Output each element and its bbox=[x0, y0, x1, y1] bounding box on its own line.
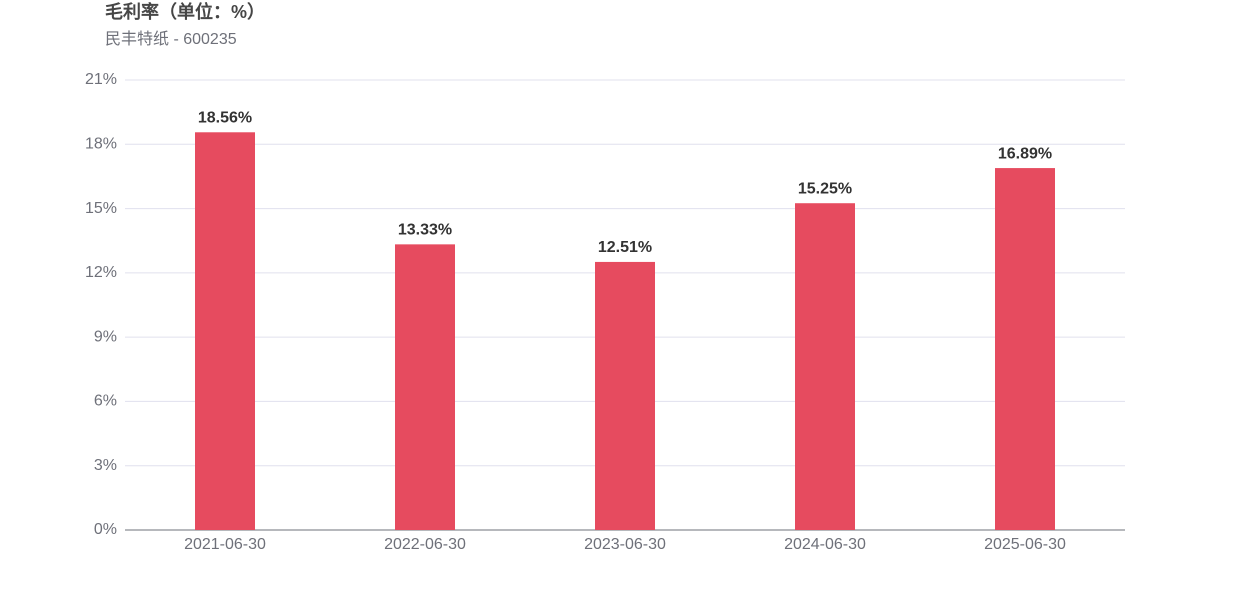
bar bbox=[195, 132, 255, 531]
y-tick-label: 9% bbox=[94, 328, 117, 345]
bar bbox=[995, 168, 1055, 531]
y-tick-label: 18% bbox=[85, 136, 117, 153]
bar bbox=[395, 244, 455, 530]
x-tick-label: 2024-06-30 bbox=[784, 536, 866, 553]
y-tick-label: 3% bbox=[94, 457, 117, 474]
x-tick-label: 2022-06-30 bbox=[384, 536, 466, 553]
x-tick-label: 2021-06-30 bbox=[184, 536, 266, 553]
y-tick-label: 12% bbox=[85, 264, 117, 281]
x-tick-label: 2025-06-30 bbox=[984, 536, 1066, 553]
x-tick-label: 2023-06-30 bbox=[584, 536, 666, 553]
value-label: 13.33% bbox=[398, 222, 452, 239]
bar bbox=[795, 203, 855, 530]
bar bbox=[595, 261, 655, 530]
chart-subtitle: 民丰特纸 - 600235 bbox=[105, 30, 237, 48]
y-tick-label: 0% bbox=[94, 521, 117, 538]
value-label: 15.25% bbox=[798, 180, 852, 197]
y-tick-label: 15% bbox=[85, 200, 117, 217]
y-tick-label: 21% bbox=[85, 71, 117, 88]
value-label: 18.56% bbox=[198, 110, 252, 127]
value-label: 16.89% bbox=[998, 145, 1052, 162]
chart-title: 毛利率（单位：%） bbox=[105, 1, 265, 22]
value-label: 12.51% bbox=[598, 239, 652, 256]
y-tick-label: 6% bbox=[94, 393, 117, 410]
